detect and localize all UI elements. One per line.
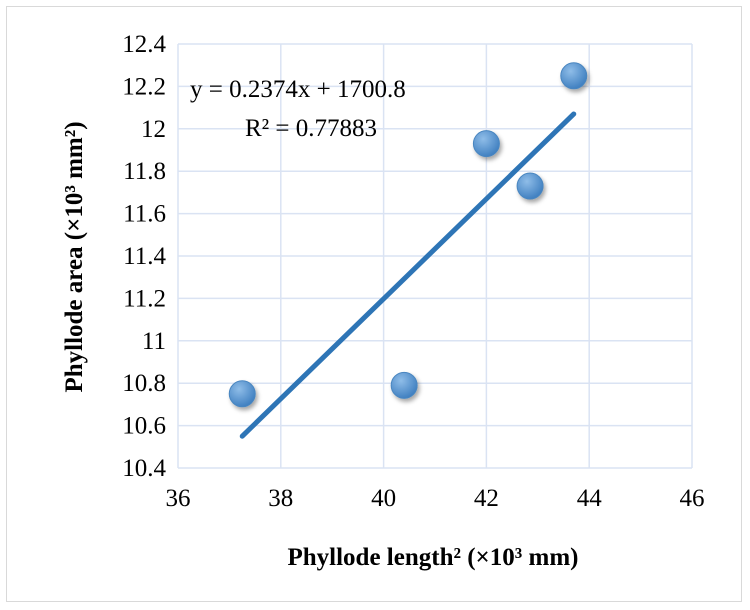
chart-frame (6, 6, 742, 602)
y-tick-label: 11 (142, 328, 166, 355)
y-tick-label: 10.8 (122, 370, 166, 397)
data-point (516, 172, 544, 200)
x-axis-title: Phyllode length² (×10³ mm) (287, 544, 578, 571)
y-tick-label: 11.4 (123, 243, 166, 270)
x-tick-label: 44 (577, 485, 603, 512)
y-tick-label: 12.4 (122, 31, 166, 58)
y-tick-label: 12.2 (122, 73, 166, 100)
y-tick-label: 11.8 (123, 158, 166, 185)
data-point (228, 380, 256, 408)
data-points (228, 62, 588, 408)
x-tick-label: 36 (166, 485, 191, 512)
y-tick-label: 11.6 (123, 201, 166, 228)
y-axis-title: Phyllode area (×10³ mm²) (61, 121, 88, 392)
y-tick-label: 10.4 (122, 455, 166, 482)
y-tick-label: 11.2 (123, 285, 166, 312)
gridlines (177, 43, 693, 469)
x-tick-label: 46 (680, 485, 705, 512)
y-tick-label: 10.6 (122, 413, 166, 440)
x-tick-label: 38 (268, 485, 293, 512)
y-tick-label: 12 (141, 116, 166, 143)
trendline-layer (239, 111, 577, 439)
x-tick-label: 42 (474, 485, 499, 512)
data-point (560, 62, 588, 90)
tick-labels: 10.4 10.6 10.8 11 11.2 11.4 11.6 11.8 12 12.2 12.4… (122, 31, 704, 512)
data-point (390, 371, 418, 399)
data-point (472, 130, 500, 158)
trendline (239, 111, 577, 439)
r-squared-label: R² = 0.77883 (245, 115, 377, 142)
x-tick-label: 40 (371, 485, 396, 512)
trendline-equation: y = 0.2374x + 1700.8 (190, 76, 406, 103)
